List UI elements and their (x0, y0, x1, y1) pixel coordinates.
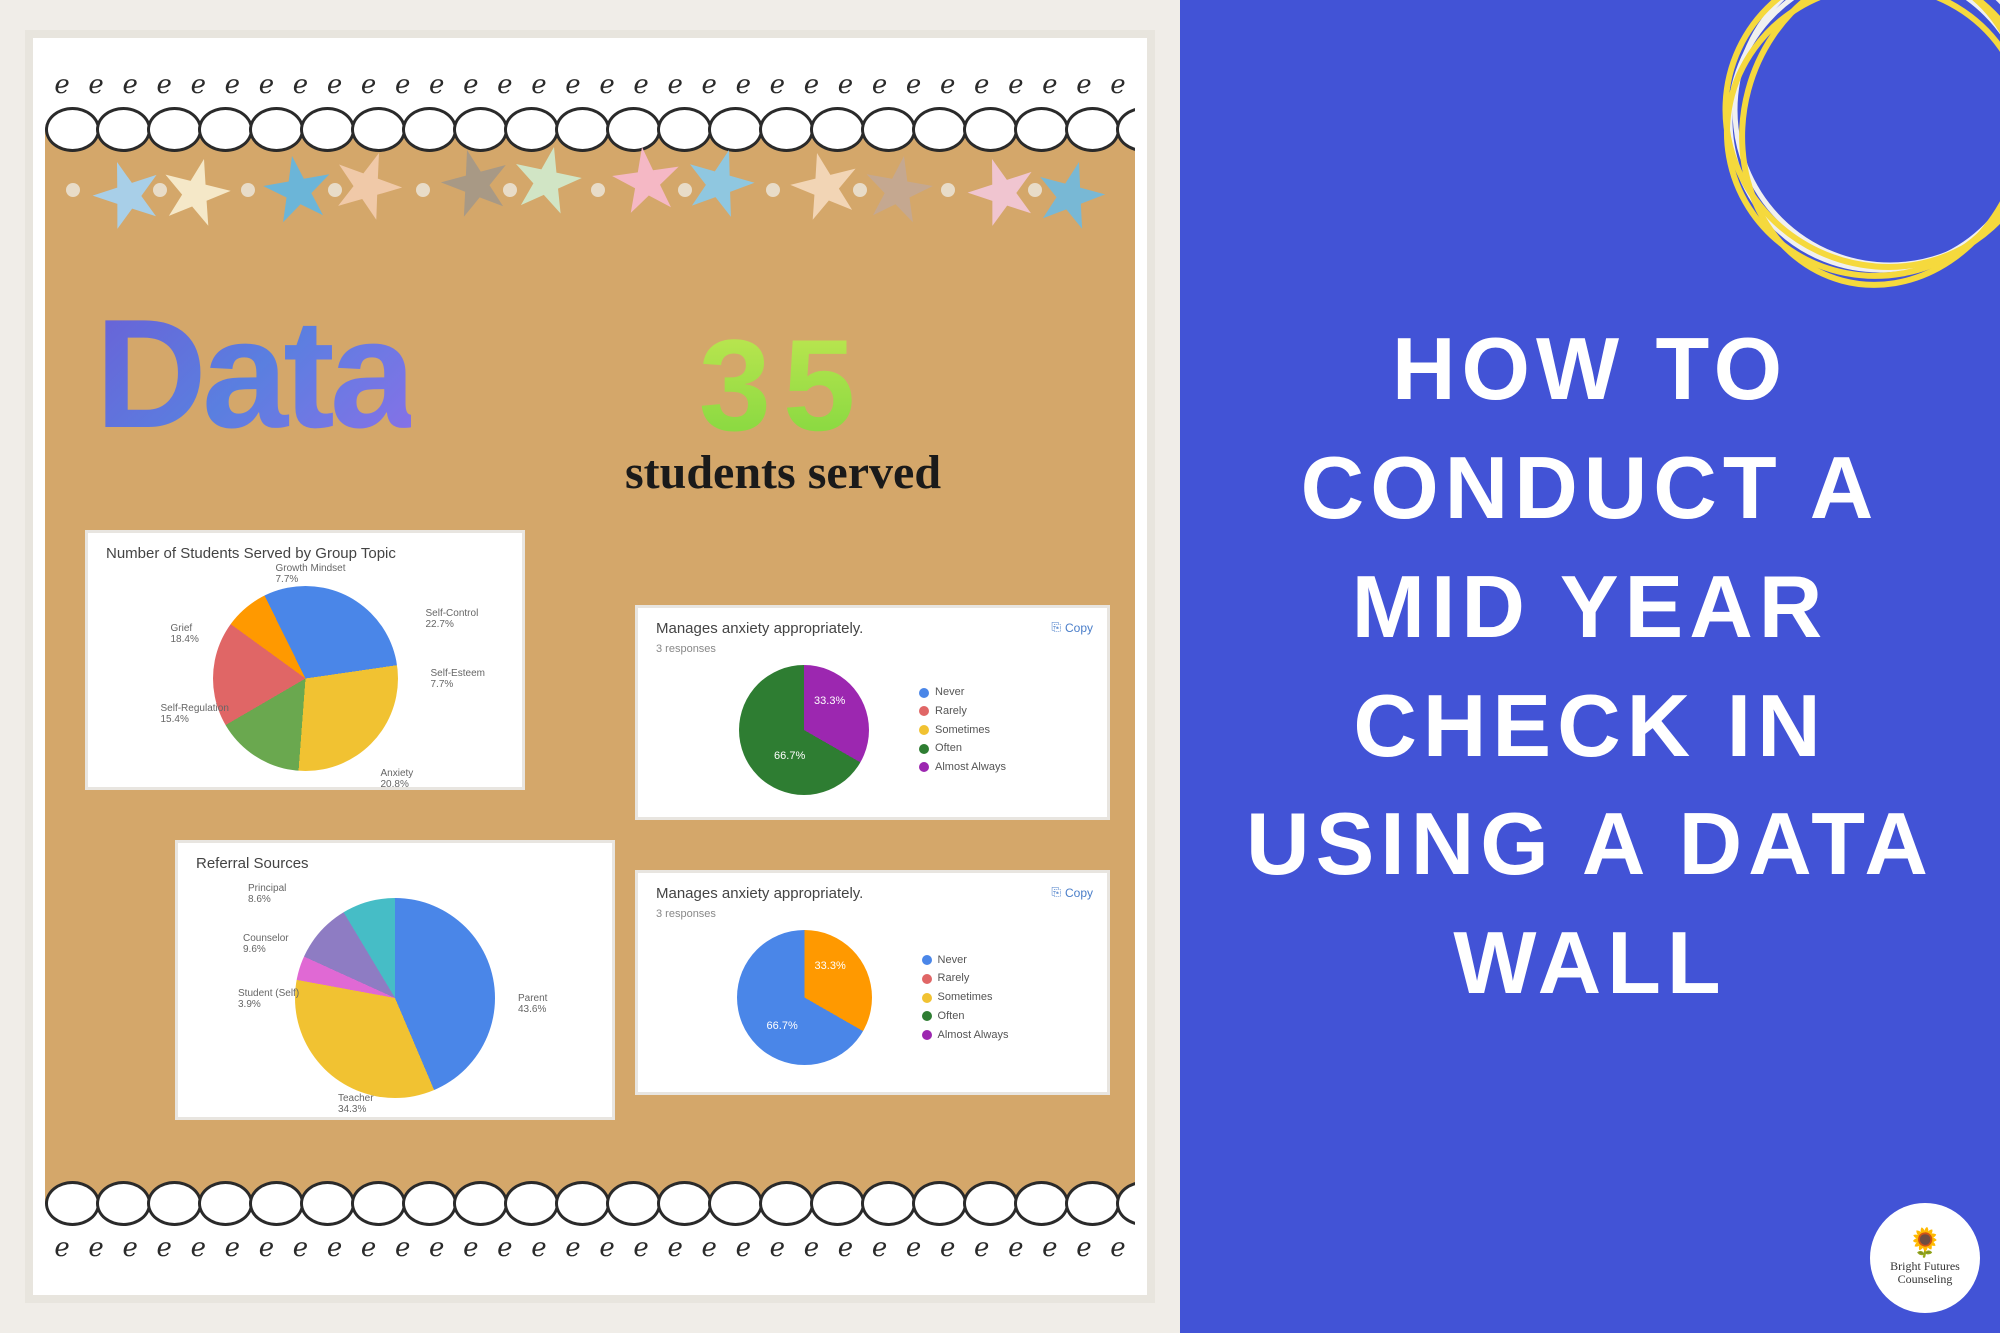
slice-pct: 66.7% (767, 1020, 798, 1032)
star-icon (505, 139, 588, 222)
chart-title: Referral Sources (196, 855, 594, 872)
pie-label: Teacher34.3% (338, 1093, 374, 1115)
legend-label: Almost Always (938, 1026, 1009, 1045)
legend-item: Never (919, 683, 1006, 702)
right-panel: HOW TO CONDUCT A MID YEAR CHECK IN USING… (1180, 0, 2000, 1333)
chart-title: Number of Students Served by Group Topic (106, 545, 504, 562)
legend-label: Sometimes (938, 988, 993, 1007)
legend-label: Almost Always (935, 758, 1006, 777)
pie-label: Grief18.4% (171, 623, 199, 645)
scribble-decoration (1680, 0, 2000, 320)
legend-item: Often (919, 739, 1006, 758)
pie-label: Principal8.6% (248, 883, 286, 905)
pie-label: Self-Regulation15.4% (161, 703, 229, 725)
pie-label: Self-Control22.7% (426, 608, 479, 630)
legend-item: Almost Always (922, 1026, 1009, 1045)
headline: HOW TO CONDUCT A MID YEAR CHECK IN USING… (1240, 310, 1940, 1023)
slice-pct: 66.7% (774, 750, 805, 762)
pie-label: Growth Mindset7.7% (276, 563, 346, 585)
legend-label: Never (935, 683, 964, 702)
legend-label: Rarely (935, 702, 967, 721)
pie-label: Student (Self)3.9% (238, 988, 299, 1010)
legend-dot (919, 706, 929, 716)
flower-icon: 🌻 (1908, 1229, 1943, 1260)
count-label: students served (625, 445, 941, 500)
corkboard-frame: ℯℯℯℯℯℯℯℯℯℯℯℯℯℯℯℯℯℯℯℯℯℯℯℯℯℯℯℯℯℯℯℯ ℯℯℯℯℯℯℯ… (25, 30, 1155, 1303)
legend-label: Often (935, 739, 962, 758)
slice-pct: 33.3% (815, 960, 846, 972)
legend-item: Never (922, 951, 1009, 970)
corkboard: ℯℯℯℯℯℯℯℯℯℯℯℯℯℯℯℯℯℯℯℯℯℯℯℯℯℯℯℯℯℯℯℯ ℯℯℯℯℯℯℯ… (45, 50, 1135, 1283)
scallop-border-top: ℯℯℯℯℯℯℯℯℯℯℯℯℯℯℯℯℯℯℯℯℯℯℯℯℯℯℯℯℯℯℯℯ (45, 50, 1135, 130)
chart-title: Manages anxiety appropriately. (656, 620, 1089, 637)
star-icon (858, 149, 939, 230)
legend-item: Rarely (919, 702, 1006, 721)
pie-chart: 33.3% 66.7% (739, 665, 869, 795)
star-icon (607, 142, 686, 221)
logo-text-bottom: Counseling (1898, 1273, 1953, 1286)
legend-item: Rarely (922, 969, 1009, 988)
card3: Manages anxiety appropriately. 3 response… (635, 605, 1110, 820)
legend-dot (922, 974, 932, 984)
star-icon (1027, 152, 1113, 238)
card4: Manages anxiety appropriately. 3 response… (635, 870, 1110, 1095)
star-icon (257, 149, 338, 230)
copy-button[interactable]: ⎘Copy (1051, 620, 1093, 635)
response-count: 3 responses (656, 908, 1089, 920)
pie-chart (213, 586, 398, 771)
left-panel: ℯℯℯℯℯℯℯℯℯℯℯℯℯℯℯℯℯℯℯℯℯℯℯℯℯℯℯℯℯℯℯℯ ℯℯℯℯℯℯℯ… (0, 0, 1180, 1333)
legend-item: Sometimes (919, 721, 1006, 740)
logo-badge: 🌻 Bright Futures Counseling (1870, 1203, 1980, 1313)
count-number: 35 (625, 310, 941, 460)
legend-dot (919, 744, 929, 754)
star-garland (65, 145, 1115, 265)
legend-dot (922, 955, 932, 965)
legend-label: Often (938, 1007, 965, 1026)
star-icon (676, 140, 763, 227)
students-served: 35 students served (625, 310, 941, 500)
legend-label: Never (938, 951, 967, 970)
legend-dot (922, 993, 932, 1003)
scallop-border-bottom: ℯℯℯℯℯℯℯℯℯℯℯℯℯℯℯℯℯℯℯℯℯℯℯℯℯℯℯℯℯℯℯℯ (45, 1203, 1135, 1283)
card2: Referral Sources Principal8.6% Counselor9.… (175, 840, 615, 1120)
pie-chart: 33.3% 66.7% (737, 930, 872, 1065)
legend-dot (919, 688, 929, 698)
card1: Number of Students Served by Group Topic… (85, 530, 525, 790)
legend-label: Sometimes (935, 721, 990, 740)
legend-item: Sometimes (922, 988, 1009, 1007)
legend-item: Almost Always (919, 758, 1006, 777)
legend-label: Rarely (938, 969, 970, 988)
copy-button[interactable]: ⎘Copy (1051, 885, 1093, 900)
slice-pct: 33.3% (814, 695, 845, 707)
chart-title: Manages anxiety appropriately. (656, 885, 1089, 902)
legend-item: Often (922, 1007, 1009, 1026)
legend-dot (922, 1030, 932, 1040)
legend: NeverRarelySometimesOftenAlmost Always (919, 683, 1006, 776)
legend: NeverRarelySometimesOftenAlmost Always (922, 951, 1009, 1044)
legend-dot (919, 762, 929, 772)
legend-dot (919, 725, 929, 735)
pie-label: Parent43.6% (518, 993, 547, 1015)
pie-label: Counselor9.6% (243, 933, 289, 955)
pie-chart (295, 898, 495, 1098)
board-title: Data (95, 285, 411, 463)
response-count: 3 responses (656, 643, 1089, 655)
pie-label: Self-Esteem7.7% (431, 668, 485, 690)
legend-dot (922, 1011, 932, 1021)
pie-label: Anxiety20.8% (381, 768, 414, 790)
